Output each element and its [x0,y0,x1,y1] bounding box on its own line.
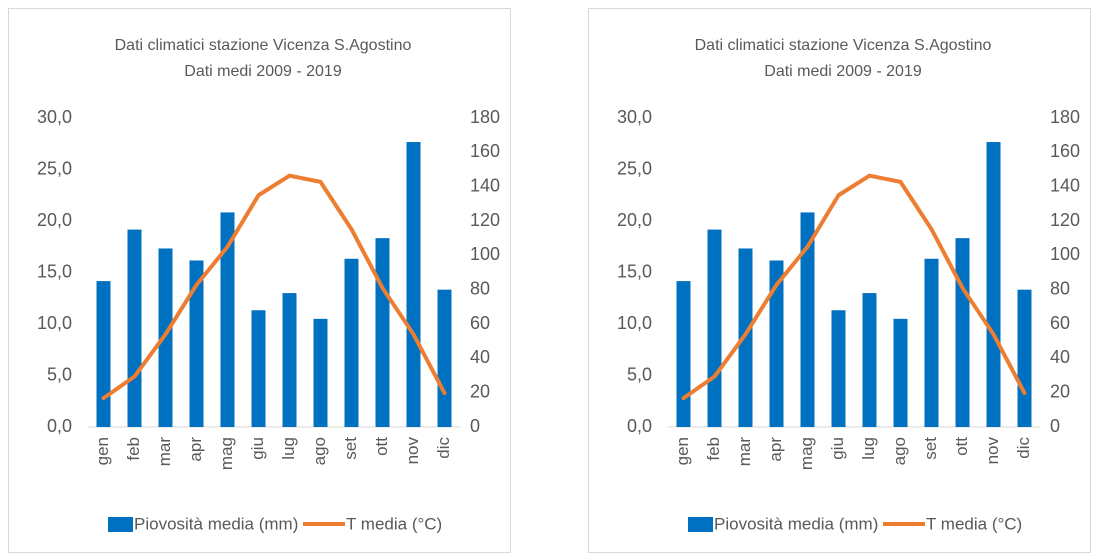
bar [313,318,328,427]
x-tick-label: apr [186,437,205,462]
x-tick-label: giu [828,437,847,460]
x-tick-label: mag [217,437,236,470]
y2-tick-label: 0 [470,416,480,436]
y2-tick-label: 0 [1050,416,1060,436]
y2-tick-label: 40 [470,347,490,367]
bar [1017,289,1032,427]
y2-tick-label: 80 [1050,278,1070,298]
x-tick-label: ott [952,437,971,456]
y-tick-label: 0,0 [627,416,652,436]
y2-tick-label: 140 [470,175,500,195]
chart-subtitle: Dati medi 2009 - 2019 [184,63,342,80]
bar [344,258,359,427]
bar [189,260,204,427]
y-tick-label: 10,0 [617,313,652,333]
bar [406,142,421,428]
legend-label: Piovosità media (mm) [134,514,298,533]
x-tick-label: ago [310,437,329,465]
legend-swatch [688,517,713,532]
bar [96,281,111,427]
y2-tick-label: 20 [1050,381,1070,401]
y2-tick-label: 40 [1050,347,1070,367]
x-tick-label: ott [372,437,391,456]
y-tick-label: 10,0 [37,313,72,333]
line [681,173,1027,401]
y2-tick-label: 100 [1050,244,1080,264]
bar [831,310,846,427]
bar [282,293,297,427]
y2-tick-label: 120 [470,210,500,230]
legend-label: T media (°C) [346,514,442,533]
bar [893,318,908,427]
x-tick-label: dic [1014,437,1033,459]
y-tick-label: 30,0 [37,107,72,127]
bar [375,238,390,427]
x-tick-label: nov [403,437,422,465]
y2-tick-label: 120 [1050,210,1080,230]
y2-tick-label: 160 [1050,141,1080,161]
bar [924,258,939,427]
y-tick-label: 5,0 [47,364,72,384]
chart-subtitle: Dati medi 2009 - 2019 [764,63,922,80]
bar [862,293,877,427]
chart-frame [588,8,1091,553]
x-tick-label: feb [124,437,143,461]
x-tick-label: mag [797,437,816,470]
y2-tick-label: 160 [470,141,500,161]
bar [158,248,173,427]
y2-tick-label: 140 [1050,175,1080,195]
y2-tick-label: 180 [1050,107,1080,127]
x-tick-label: mar [735,437,754,467]
y2-tick-label: 100 [470,244,500,264]
y-tick-label: 15,0 [617,261,652,281]
bar [220,212,235,427]
bar [707,229,722,427]
y2-tick-label: 60 [1050,313,1070,333]
y-tick-label: 30,0 [617,107,652,127]
x-tick-label: ago [890,437,909,465]
bar [437,289,452,427]
y-tick-label: 25,0 [37,158,72,178]
y-tick-label: 0,0 [47,416,72,436]
line [101,173,447,401]
x-tick-label: apr [766,437,785,462]
x-tick-label: set [921,437,940,460]
x-tick-label: lug [859,437,878,460]
x-tick-label: feb [704,437,723,461]
y-tick-label: 20,0 [37,210,72,230]
x-tick-label: gen [93,437,112,465]
bar [986,142,1001,428]
x-tick-label: lug [279,437,298,460]
y-tick-label: 25,0 [617,158,652,178]
legend-label: Piovosità media (mm) [714,514,878,533]
chart-title: Dati climatici stazione Vicenza S.Agosti… [115,37,412,54]
y2-tick-label: 20 [470,381,490,401]
chart-frame [8,8,511,553]
x-tick-label: set [341,437,360,460]
bar [676,281,691,427]
bar [800,212,815,427]
y2-tick-label: 60 [470,313,490,333]
bar [738,248,753,427]
chart-title: Dati climatici stazione Vicenza S.Agosti… [695,37,992,54]
x-tick-label: mar [155,437,174,467]
bar [251,310,266,427]
bar [769,260,784,427]
x-tick-label: giu [248,437,267,460]
y2-tick-label: 180 [470,107,500,127]
x-tick-label: nov [983,437,1002,465]
y2-tick-label: 80 [470,278,490,298]
legend-swatch [108,517,133,532]
x-tick-label: dic [434,437,453,459]
bar [127,229,142,427]
y-tick-label: 15,0 [37,261,72,281]
bar [955,238,970,427]
y-tick-label: 5,0 [627,364,652,384]
y-tick-label: 20,0 [617,210,652,230]
x-tick-label: gen [673,437,692,465]
legend-label: T media (°C) [926,514,1022,533]
